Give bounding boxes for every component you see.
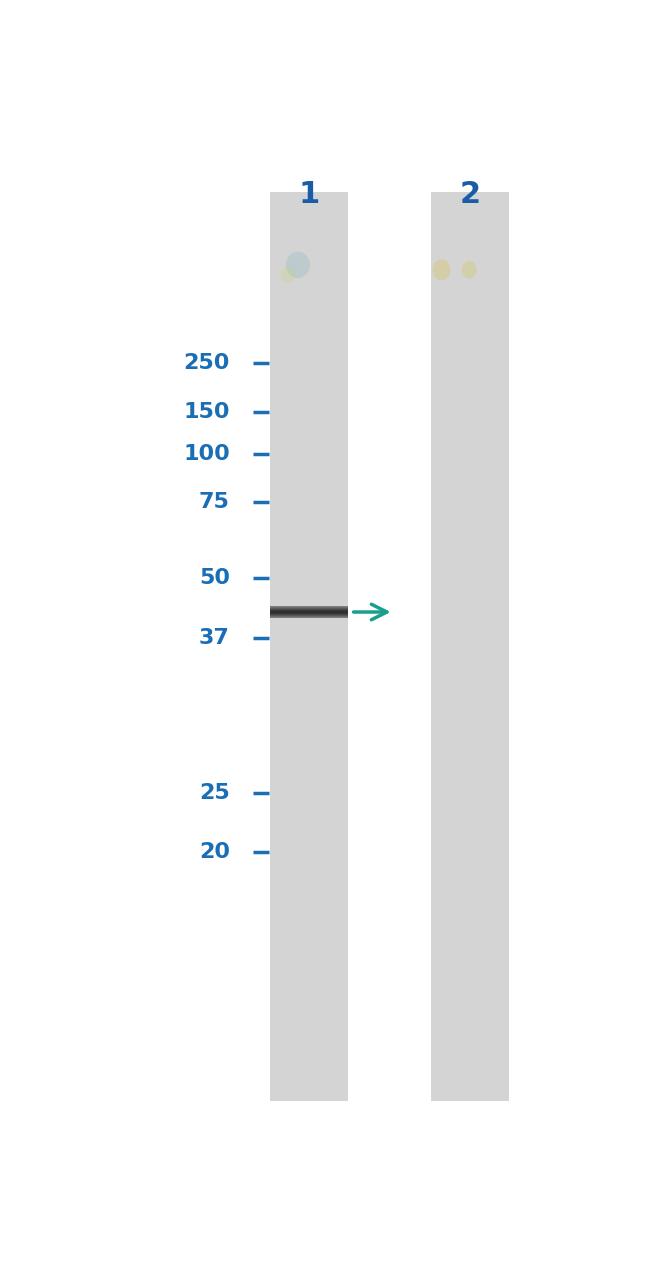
Ellipse shape — [432, 259, 450, 281]
Text: 25: 25 — [199, 782, 230, 803]
Text: 2: 2 — [460, 180, 481, 208]
Ellipse shape — [280, 265, 295, 283]
Text: 50: 50 — [199, 568, 230, 588]
Text: 150: 150 — [183, 401, 230, 422]
Text: 20: 20 — [199, 842, 230, 861]
Bar — [432, 192, 510, 1101]
Text: 75: 75 — [199, 491, 230, 512]
Text: 1: 1 — [298, 180, 320, 208]
Bar — [270, 192, 348, 1101]
Text: 100: 100 — [183, 443, 230, 464]
Ellipse shape — [286, 251, 310, 278]
Text: 250: 250 — [183, 353, 230, 372]
Ellipse shape — [462, 260, 476, 278]
Text: 37: 37 — [199, 629, 230, 649]
